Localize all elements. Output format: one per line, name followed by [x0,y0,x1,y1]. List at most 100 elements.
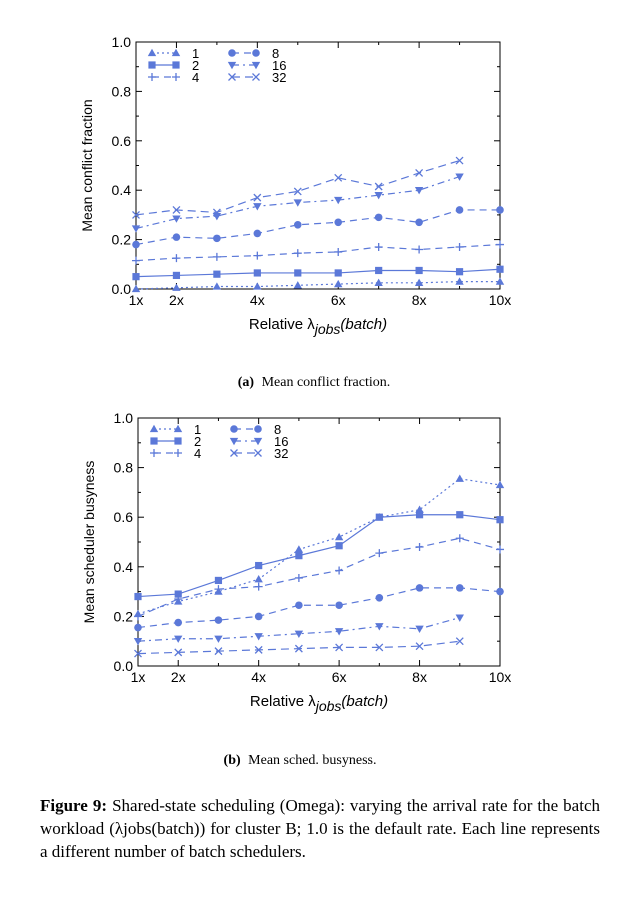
data-point [335,566,344,575]
data-point [455,173,464,181]
data-point [134,612,142,621]
series-4 [132,240,504,265]
legend-marker [147,48,157,57]
legend-label: 1 [194,422,201,437]
legend-marker [254,425,262,433]
legend-marker [150,437,158,445]
legend-item-8: 8 [230,422,281,437]
plot-frame [137,417,501,667]
data-point [374,191,383,200]
x-tick-label: 6x [331,292,346,308]
data-point [334,628,344,636]
data-point [172,206,181,214]
data-point [174,648,183,657]
data-point [496,545,504,554]
series-line-1 [137,478,501,615]
data-point [334,196,343,205]
legend-item-8: 8 [228,46,279,61]
data-point [132,256,140,265]
series-line-16 [137,617,460,642]
y-tick-label: 0.4 [114,559,134,575]
data-point [172,271,181,280]
data-point [214,585,223,594]
data-point [295,552,303,560]
data-point [335,643,344,652]
legend-item-2: 2 [150,434,201,449]
chart-scheduler-busyness: (b) Mean sched. busyness. 0.0 0.2 0.4 0.6 0.… [81,410,511,768]
data-point [455,243,464,252]
legend-label: 16 [274,434,288,449]
data-point [254,633,263,641]
y-axis-label: Mean scheduler busyness [81,461,97,624]
legend-label: 32 [272,70,286,85]
series-1 [133,474,505,618]
data-point [495,480,505,489]
x-axis-label: Relative λjobs(batch) [249,316,387,337]
data-point [174,595,183,604]
data-point [375,594,384,602]
data-point [132,273,140,281]
data-point [334,279,343,288]
data-point [253,269,261,277]
data-point [496,206,504,214]
legend-item-1: 1 [147,46,199,61]
data-point [212,282,222,290]
data-point [415,168,424,177]
data-point [415,218,423,227]
y-tick-label: 0.8 [112,83,132,99]
x-tick-label: 4x [250,292,265,308]
data-point [334,269,342,277]
legend-label: 8 [272,46,279,61]
data-point [334,173,343,182]
y-tick-label: 0.2 [114,608,134,624]
x-tick-label: 4x [251,669,266,685]
series-line-32 [137,640,460,655]
data-point [253,282,262,290]
data-point [214,616,223,624]
data-point [172,254,181,263]
legend-label: 8 [274,422,281,437]
figure-caption-text: Shared-state scheduling (Omega): varying… [40,796,601,861]
data-point [294,269,302,277]
legend-marker [149,424,159,433]
legend-marker [230,425,238,433]
data-point [415,266,423,275]
series-1 [131,277,505,293]
y-tick-label: 0.6 [114,509,134,525]
legend-marker [172,73,180,81]
data-point [375,266,383,275]
series-line-4 [135,243,501,262]
data-point [496,265,504,273]
legend-label: 32 [274,446,288,461]
data-point [456,511,464,519]
y-tick-label: 1.0 [114,410,134,426]
legend-item-2: 2 [148,58,199,73]
data-point [131,225,141,233]
legend-marker [174,449,182,457]
data-point [375,643,384,652]
data-point [496,240,504,249]
series-16 [133,614,464,646]
legend-marker [174,437,182,445]
data-point [495,277,505,285]
legend-item-16: 16 [227,58,286,73]
data-point [212,208,221,217]
legend-item-4: 4 [150,446,201,461]
data-point [295,601,303,610]
series-16 [131,173,464,233]
data-point [375,513,383,521]
x-axis-label-suffix: (batch) [341,693,388,710]
y-tick-label: 0.6 [112,133,132,149]
series-line-32 [135,159,460,216]
legend-label: 2 [194,434,201,449]
data-point [174,590,182,598]
data-point [253,229,262,238]
data-point [254,645,263,654]
data-point [214,647,223,656]
data-point [334,532,344,541]
legend-label: 4 [192,70,199,85]
data-point [375,623,384,631]
data-point [455,268,464,276]
legend-marker [171,48,181,57]
chart-a-caption: (a) Mean conflict fraction. [238,375,391,390]
